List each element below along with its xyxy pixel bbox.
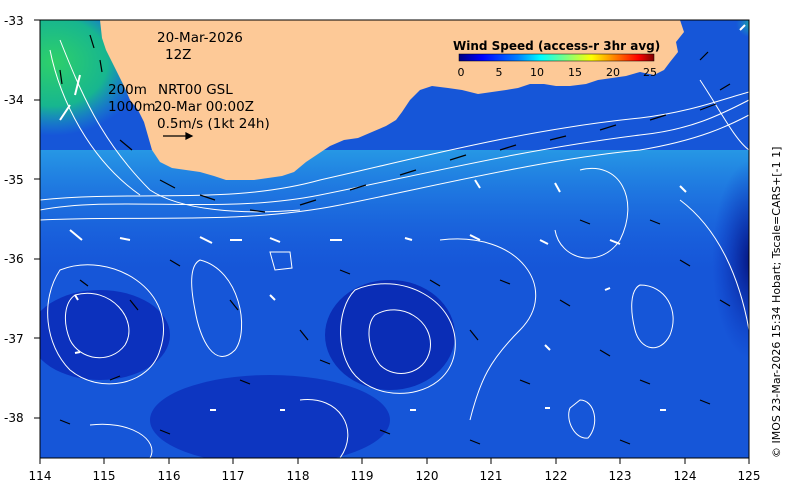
current-vectors-black <box>59 34 731 445</box>
x-tick-label: 123 <box>609 469 632 483</box>
credit-text: © IMOS 23-Mar-2026 15:34 Hobart; Tscale=… <box>770 147 783 458</box>
x-tick-label: 115 <box>93 469 116 483</box>
x-tick-label: 119 <box>351 469 374 483</box>
x-tick-label: 120 <box>416 469 439 483</box>
x-tick-label: 121 <box>480 469 503 483</box>
annotation-scale: 0.5m/s (1kt 24h) <box>157 116 270 132</box>
plot-area <box>40 20 749 458</box>
y-axis <box>34 19 40 419</box>
deep-pool-west <box>40 290 170 380</box>
colorbar-tick: 20 <box>606 66 620 79</box>
velocity-scale-arrow <box>163 132 194 140</box>
annotation-time: 20-Mar 00:00Z <box>154 99 254 115</box>
colorbar-title: Wind Speed (access-r 3hr avg) <box>453 39 660 53</box>
x-axis <box>39 458 750 464</box>
colorbar-tick: 5 <box>496 66 503 79</box>
colorbar-tick: 0 <box>458 66 465 79</box>
x-tick-label: 124 <box>674 469 697 483</box>
plot-frame <box>39 19 750 459</box>
annotation-depth-200: 200m <box>108 82 147 98</box>
annotation-depth-1000: 1000m <box>108 99 156 115</box>
colorbar-tick: 15 <box>568 66 582 79</box>
annotation-source: NRT00 GSL <box>158 82 233 98</box>
x-tick-label: 122 <box>545 469 568 483</box>
x-tick-label: 114 <box>29 469 52 483</box>
deep-pool-center <box>325 280 455 390</box>
annotation-date: 20-Mar-2026 <box>157 30 243 46</box>
x-tick-label: 117 <box>222 469 245 483</box>
y-tick-label: -34 <box>4 93 24 107</box>
y-tick-label: -38 <box>4 411 24 425</box>
deep-pool-south <box>150 375 390 458</box>
x-tick-label: 116 <box>158 469 181 483</box>
x-tick-label: 118 <box>287 469 310 483</box>
annotation-hour: 12Z <box>165 47 191 63</box>
colorbar-tick: 25 <box>643 66 657 79</box>
current-vectors-white <box>59 24 746 411</box>
x-tick-label: 125 <box>738 469 761 483</box>
y-tick-label: -35 <box>4 173 24 187</box>
colorbar <box>458 53 655 62</box>
contour-lines <box>40 39 749 458</box>
colorbar-tick: 10 <box>530 66 544 79</box>
y-tick-label: -37 <box>4 332 24 346</box>
y-tick-label: -33 <box>4 14 24 28</box>
y-tick-label: -36 <box>4 252 24 266</box>
